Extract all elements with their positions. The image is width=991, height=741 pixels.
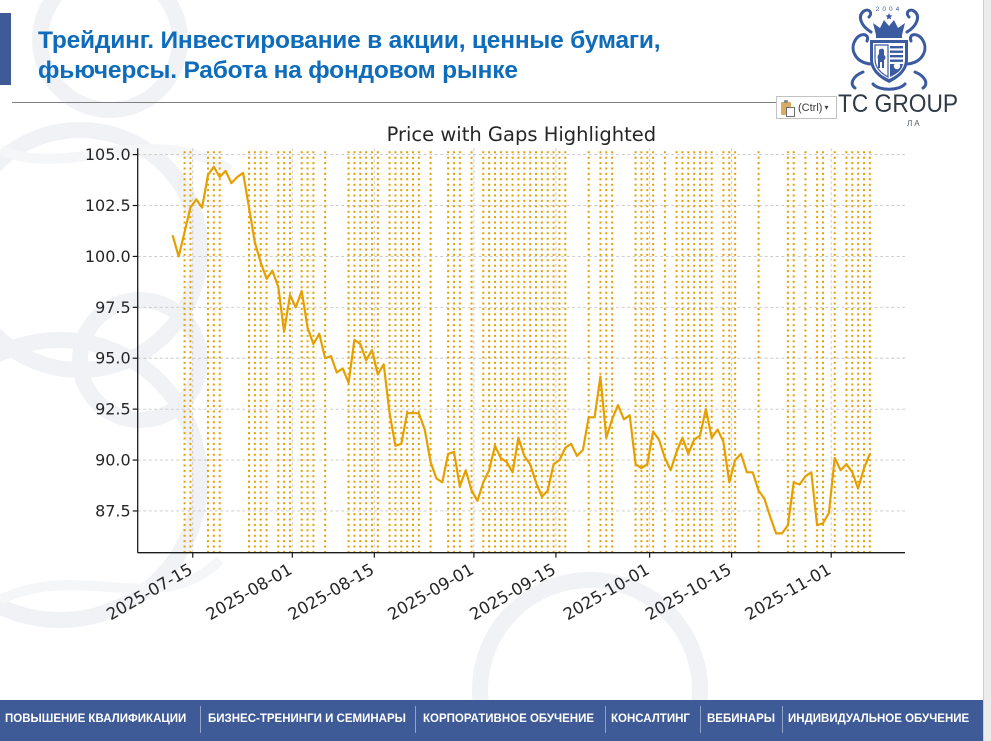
footer-separator [700,706,701,733]
y-tick-label: 95.0 [95,349,131,368]
logo-year: 2004 [876,6,902,13]
slide-title: Трейдинг. Инвестирование в акции, ценные… [38,26,661,86]
footer-separator [200,706,201,733]
x-tick-label: 2025-08-01 [203,560,296,624]
chart-title: Price with Gaps Highlighted [387,123,657,146]
footer-nav: ПОВЫШЕНИЕ КВАЛИФИКАЦИИ БИЗНЕС-ТРЕНИНГИ И… [0,700,983,741]
title-accent-bar [0,13,11,85]
x-tick-label: 2025-09-01 [384,560,477,624]
x-tick-label: 2025-08-15 [285,560,378,624]
x-tick-label: 2025-10-01 [560,560,653,624]
footer-item-trainings: БИЗНЕС-ТРЕНИНГИ И СЕМИНАРЫ [208,713,406,725]
slide-title-line-1: Трейдинг. Инвестирование в акции, ценные… [38,27,661,54]
y-tick-label: 97.5 [95,298,131,317]
y-tick-label: 100.0 [85,247,131,266]
y-tick-label: 90.0 [95,451,131,470]
window-edge [983,0,991,741]
footer-item-consulting: КОНСАЛТИНГ [611,713,690,725]
paste-options-label: (Ctrl) [798,101,823,114]
gap-markers [183,151,871,553]
x-tick-label: 2025-07-15 [103,560,196,624]
y-tick-label: 102.5 [85,196,131,215]
footer-separator [605,706,606,733]
title-divider [12,102,776,103]
chevron-down-icon[interactable]: ▾ [824,103,829,112]
footer-item-corporate: КОРПОРАТИВНОЕ ОБУЧЕНИЕ [423,713,595,725]
crest-icon: 2004 [850,6,928,91]
x-tick-label: 2025-10-15 [642,560,735,624]
clipboard-paste-icon [781,99,795,117]
chart-grid [137,148,905,553]
x-tick-label: 2025-09-15 [466,560,559,624]
x-tick-label: 2025-11-01 [742,560,835,624]
logo-tagline: ЛА [907,119,922,128]
slide-title-line-2: фьючерсы. Работа на фондовом рынке [38,57,518,84]
footer-separator [782,706,783,733]
footer-item-qualification: ПОВЫШЕНИЕ КВАЛИФИКАЦИИ [5,713,187,725]
price-chart: 87.5 90.0 92.5 95.0 97.5 100.0 102.5 105.0 2025-… [85,123,905,624]
paste-options-button[interactable]: (Ctrl) ▾ [776,96,837,119]
footer-item-individual: ИНДИВИДУАЛЬНОЕ ОБУЧЕНИЕ [788,713,970,725]
y-tick-label: 87.5 [95,501,131,520]
y-tick-label: 92.5 [95,400,131,419]
y-tick-label: 105.0 [85,145,131,164]
footer-item-webinars: ВЕБИНАРЫ [707,713,776,725]
price-line [171,165,872,535]
logo-brand-name: TC GROUP [838,90,959,118]
footer-separator [415,706,416,733]
